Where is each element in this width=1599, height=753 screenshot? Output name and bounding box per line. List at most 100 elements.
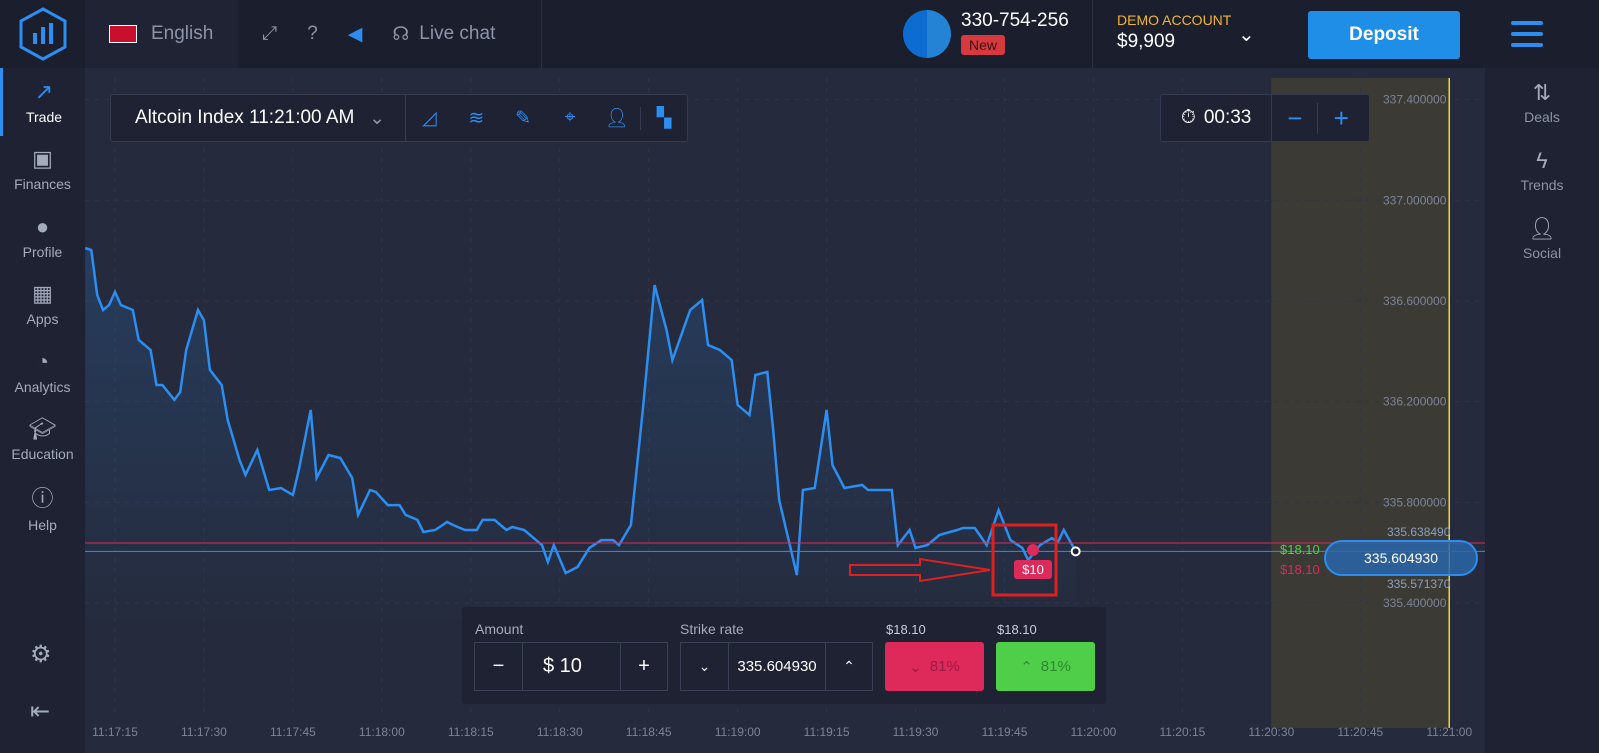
avatar [903, 10, 951, 58]
logo[interactable] [0, 0, 85, 68]
x-tick-label: 11:21:00 [1426, 725, 1472, 739]
amount-label: Amount [475, 621, 524, 637]
sidebar-item-profile[interactable]: ● Profile [0, 203, 85, 271]
current-point [1070, 546, 1081, 557]
user-plus-icon[interactable]: 👤︎ [604, 108, 629, 129]
lower-payout-label: $18.10 [1280, 562, 1320, 577]
amount-decrease-button[interactable]: − [475, 643, 523, 690]
strike-down-button[interactable]: ⌄ [681, 643, 729, 690]
sidebar-item-education[interactable]: 🎓︎ Education [0, 406, 85, 474]
arrow-up-icon: ⌃ [1020, 658, 1033, 676]
strike-input[interactable]: 335.604930 [729, 643, 826, 690]
crosshair-icon[interactable]: ⌖ [564, 107, 576, 128]
trends-button[interactable]: ϟ Trends [1485, 136, 1599, 204]
sidebar-item-apps[interactable]: ▦ Apps [0, 271, 85, 339]
put-button[interactable]: ⌄ 81% [885, 642, 984, 691]
left-sidebar: ↗ Trade ▣ Finances ● Profile ▦ Apps ◔ Analyti… [0, 68, 85, 753]
y-tick-label: 337.400000 [1383, 93, 1447, 107]
call-button[interactable]: ⌃ 81% [996, 642, 1095, 691]
fullscreen-icon[interactable]: ⤢ [262, 23, 278, 44]
sidebar-item-label: Trade [25, 108, 63, 125]
menu-icon[interactable] [1511, 21, 1543, 54]
sidebar-item-label: Profile [22, 243, 63, 260]
graduation-cap-icon: 🎓︎ [28, 416, 57, 442]
annotation-arrow [849, 557, 991, 583]
x-tick-label: 11:18:45 [626, 725, 672, 739]
settings-icon[interactable]: ⚙ [30, 641, 52, 668]
live-chat-label: Live chat [419, 23, 496, 44]
live-chat-button[interactable]: ☊ Live chat [392, 23, 495, 46]
increase-time-button[interactable]: + [1333, 102, 1349, 133]
logo-icon [19, 7, 66, 61]
pencil-icon[interactable]: ✎ [515, 107, 532, 129]
deals-button[interactable]: ⇅ Deals [1485, 68, 1599, 136]
new-badge: New [961, 35, 1006, 55]
x-tick-label: 11:18:30 [537, 725, 583, 739]
asset-name: Altcoin Index 11:21:00 AM [135, 107, 355, 128]
x-tick-label: 11:20:45 [1337, 725, 1383, 739]
upper-level-label: 335.638490 [1387, 525, 1451, 539]
y-tick-label: 336.200000 [1383, 395, 1447, 409]
uk-flag-icon [109, 25, 137, 43]
expiry-timer: ⏱︎ 00:33 − + [1160, 94, 1370, 142]
x-tick-label: 11:20:15 [1159, 725, 1205, 739]
banknote-icon: ▣ [32, 146, 53, 172]
layout-icon[interactable]: ▚ [640, 106, 687, 130]
indicators-icon[interactable]: ≋ [468, 107, 485, 129]
decrease-time-button[interactable]: − [1272, 102, 1319, 134]
chevron-down-icon[interactable]: ⌄ [1238, 24, 1255, 46]
sidebar-item-help[interactable]: ⓘ Help [0, 473, 85, 541]
sidebar-item-label: Education [11, 446, 74, 463]
lower-level-label: 335.571370 [1387, 577, 1451, 591]
sidebar-item-label: Apps [26, 311, 59, 328]
account-selector[interactable]: DEMO ACCOUNT $9,909 [1117, 12, 1231, 53]
price-chart[interactable]: 335.400000 335.800000 336.200000 336.600000… [85, 68, 1485, 753]
x-tick-label: 11:17:15 [92, 725, 138, 739]
deposit-button[interactable]: Deposit [1308, 11, 1460, 59]
language-selector[interactable]: English [85, 0, 238, 68]
headset-icon: ☊ [392, 23, 410, 45]
sidebar-item-analytics[interactable]: ◔ Analytics [0, 338, 85, 406]
amount-input[interactable]: $ 10 [523, 643, 621, 690]
chevron-down-icon: ⌄ [369, 107, 386, 129]
amount-stepper: − $ 10 + [474, 642, 668, 691]
strike-stepper: ⌄ 335.604930 ⌃ [680, 642, 873, 691]
x-tick-label: 11:17:30 [181, 725, 227, 739]
asset-selector[interactable]: Altcoin Index 11:21:00 AM ⌄ [111, 95, 407, 141]
x-tick-label: 11:19:30 [893, 725, 939, 739]
chart-type-icon[interactable]: ◿ [422, 107, 437, 129]
sidebar-item-finances[interactable]: ▣ Finances [0, 136, 85, 204]
y-tick-label: 336.600000 [1383, 294, 1447, 308]
language-label: English [151, 23, 214, 44]
account-type: DEMO ACCOUNT [1117, 12, 1232, 28]
chart-line-icon: ↗ [34, 78, 54, 104]
lightning-icon: ϟ [1536, 147, 1548, 173]
price-area [85, 248, 1076, 629]
call-percent: 81% [1040, 658, 1071, 675]
balance: $9,909 [1117, 31, 1176, 52]
strike-up-button[interactable]: ⌃ [843, 658, 855, 674]
account-id: 330-754-256 [961, 10, 1069, 31]
highlight-box [991, 523, 1058, 597]
x-tick-label: 11:18:00 [359, 725, 405, 739]
arrow-down-icon: ⌄ [909, 658, 922, 676]
logout-icon[interactable]: ⇤ [30, 698, 51, 725]
info-icon: ⓘ [31, 485, 54, 511]
account-info[interactable]: 330-754-256 New [903, 10, 1069, 58]
sound-icon[interactable]: ◀ [347, 23, 363, 45]
trade-marker-label: $10 [1022, 562, 1044, 577]
trends-label: Trends [1520, 176, 1564, 193]
current-price-label: 335.604930 [1364, 550, 1438, 566]
grid-icon: ▦ [32, 281, 53, 307]
upper-payout-label: $18.10 [1280, 542, 1320, 557]
sidebar-item-label: Analytics [14, 378, 71, 395]
sidebar-item-trade[interactable]: ↗ Trade [0, 68, 85, 136]
right-sidebar: ⇅ Deals ϟ Trends 👤︎ Social [1485, 68, 1599, 753]
user-icon: ● [35, 213, 50, 239]
sidebar-item-label: Finances [14, 176, 71, 193]
trade-marker-badge [1014, 560, 1052, 579]
x-tick-label: 11:19:45 [982, 725, 1028, 739]
amount-increase-button[interactable]: + [638, 655, 650, 677]
help-icon[interactable]: ? [307, 23, 318, 44]
social-button[interactable]: 👤︎ Social [1485, 204, 1599, 272]
